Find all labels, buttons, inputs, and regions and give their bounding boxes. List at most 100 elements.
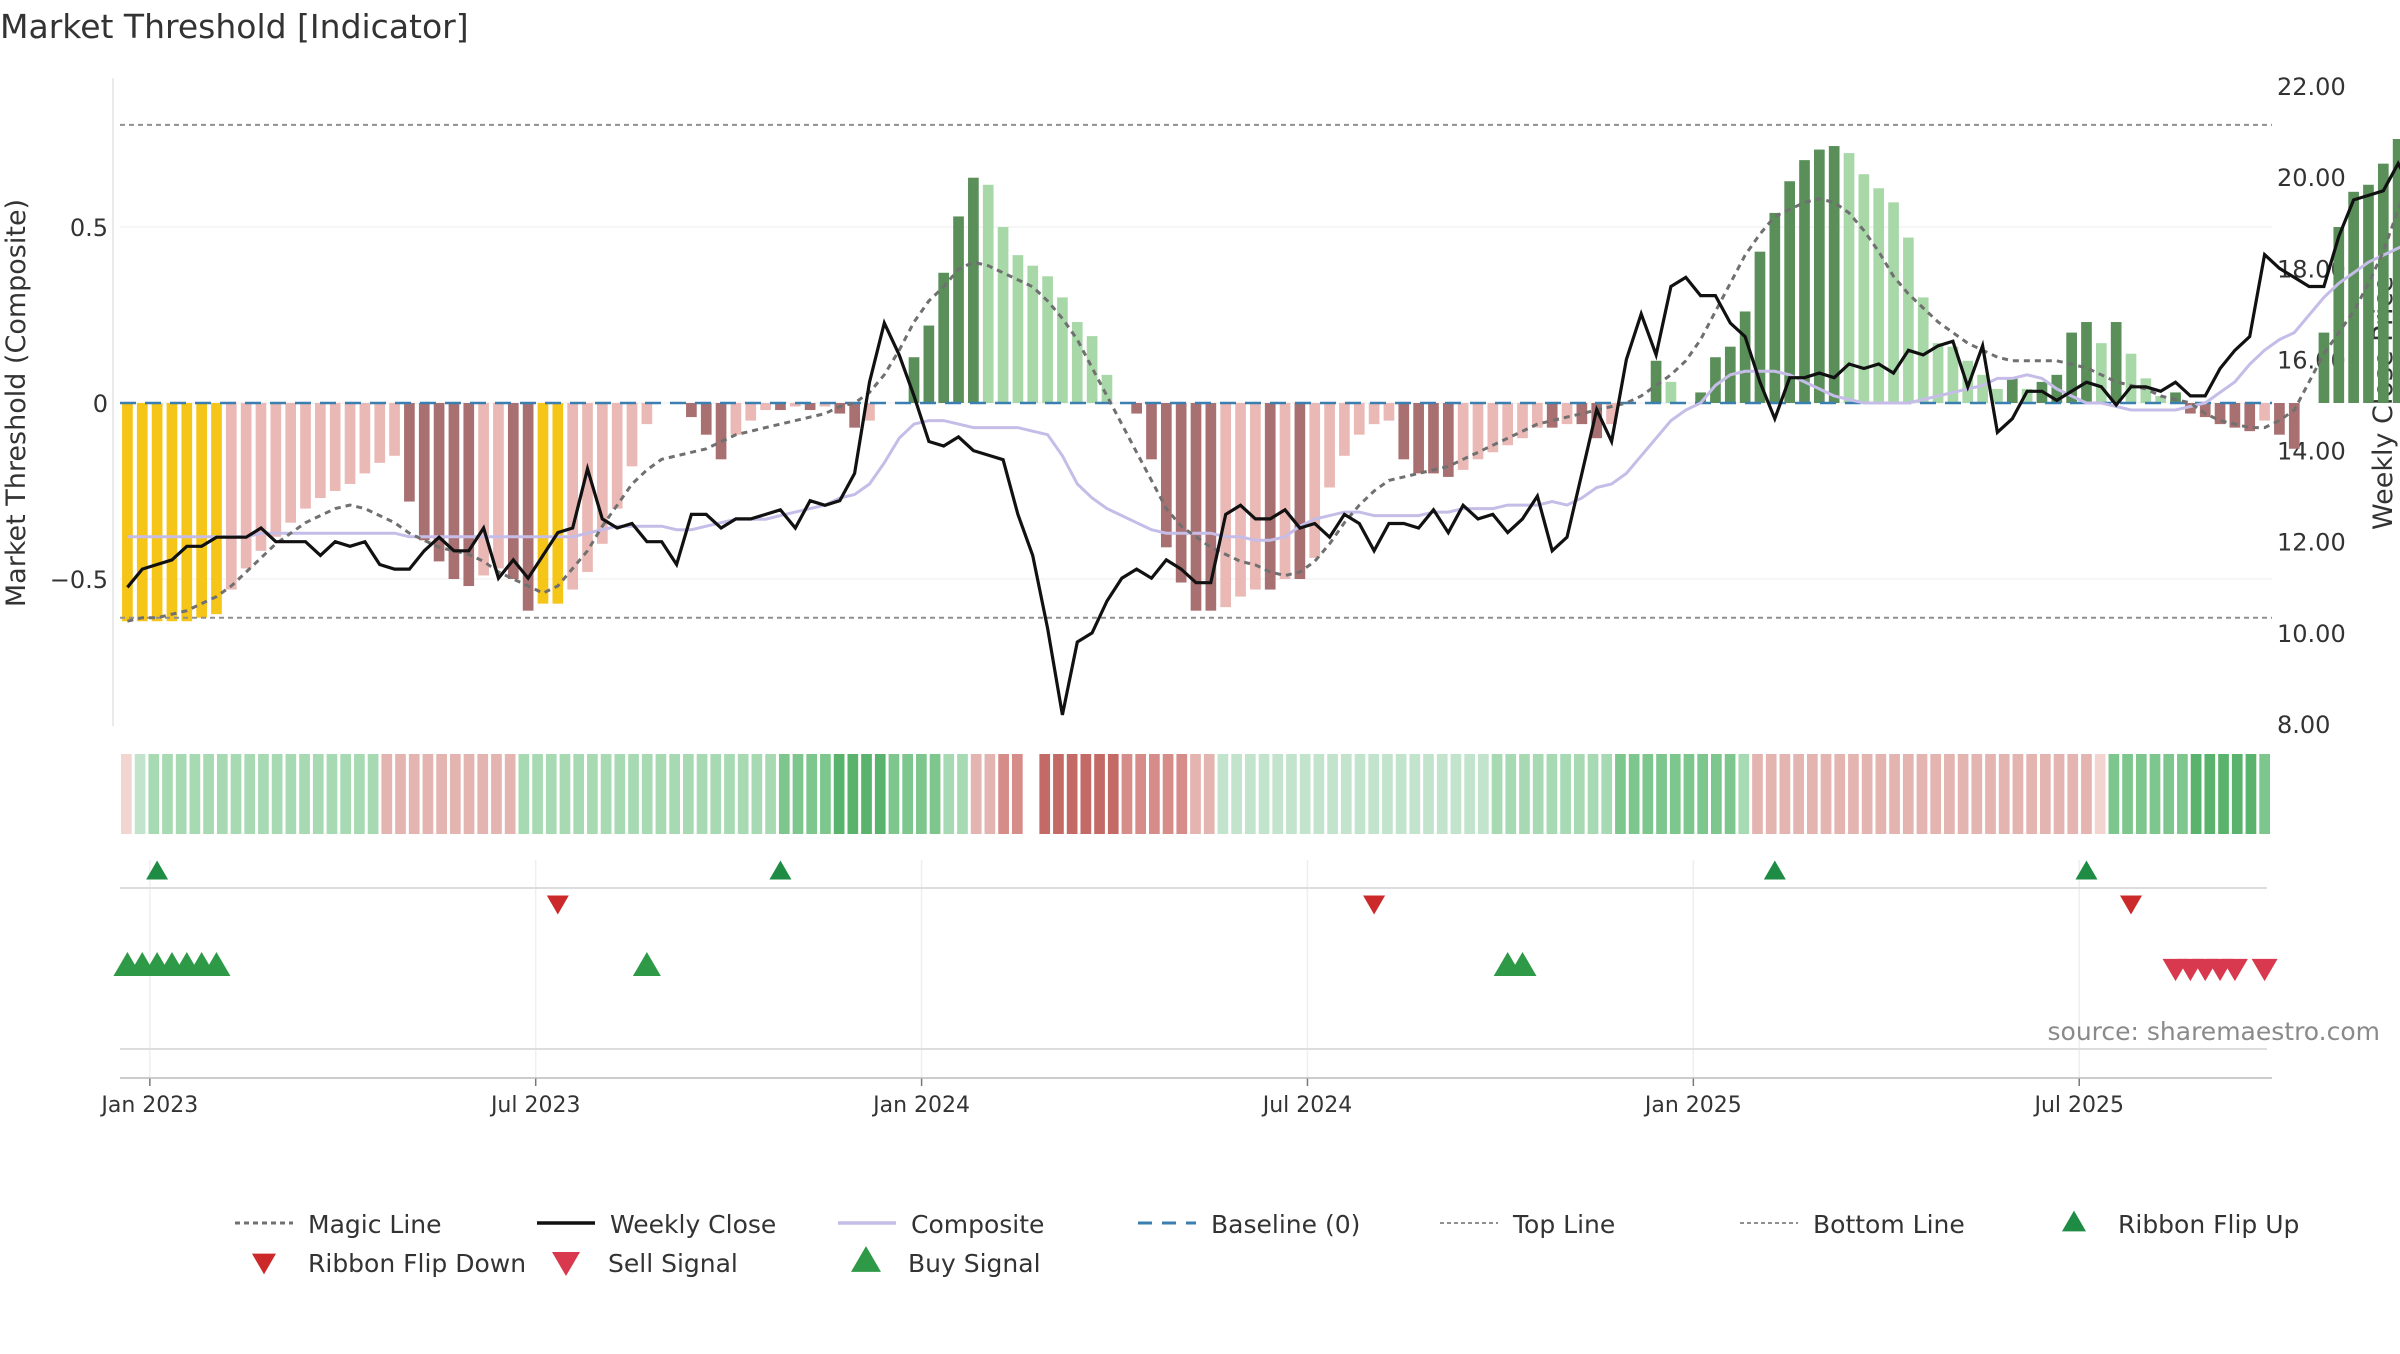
composite-bar xyxy=(2199,403,2211,418)
composite-bar xyxy=(1858,174,1870,403)
ribbon-tile xyxy=(587,754,598,834)
ribbon-tile xyxy=(2204,754,2216,834)
composite-bar xyxy=(463,403,475,587)
ribbon-tile xyxy=(1107,754,1119,834)
ribbon-tile xyxy=(312,754,324,834)
composite-bar xyxy=(211,403,222,615)
ribbon-tile xyxy=(491,754,502,834)
ribbon-tile xyxy=(1258,754,1270,834)
composite-bar xyxy=(730,403,742,435)
composite-bar xyxy=(1472,403,1484,460)
ribbon-tile xyxy=(1711,754,1722,834)
composite-bar xyxy=(760,403,771,411)
ribbon-tile xyxy=(682,754,694,834)
legend-item: Baseline (0) xyxy=(1138,1210,1360,1239)
ribbon-tile xyxy=(943,754,955,834)
legend-swatch xyxy=(2062,1210,2086,1232)
composite-bar xyxy=(1695,392,1706,403)
ribbon-tile xyxy=(1436,754,1448,834)
ribbon-tile xyxy=(970,754,982,834)
ribbon-tile xyxy=(1930,754,1942,834)
ribbon-tile xyxy=(326,754,338,834)
ribbon-tile xyxy=(1683,754,1695,834)
legend-item: Bottom Line xyxy=(1740,1210,1965,1239)
ribbon-tile xyxy=(258,754,269,834)
ribbon-tile xyxy=(1628,754,1640,834)
composite-bar xyxy=(953,216,964,403)
composite-bar xyxy=(2095,343,2107,403)
ribbon-tile xyxy=(2245,754,2257,834)
x-tick-label: Jan 2025 xyxy=(1643,1093,1742,1118)
composite-bar xyxy=(1294,403,1306,579)
composite-bar xyxy=(478,403,489,576)
y-left-tick-label: −0.5 xyxy=(50,566,108,594)
composite-bar xyxy=(2377,163,2389,403)
composite-bar xyxy=(1353,403,1365,435)
composite-bar xyxy=(255,403,267,551)
composite-bar xyxy=(1665,381,1677,403)
ribbon-tile xyxy=(614,754,626,834)
ribbon-tile xyxy=(655,754,667,834)
composite-bar xyxy=(359,403,371,474)
composite-bar xyxy=(1799,160,1810,403)
x-tick-label: Jul 2025 xyxy=(2032,1093,2124,1118)
y-left-tick-label: 0 xyxy=(93,390,108,418)
composite-bar xyxy=(775,403,786,411)
sell-signal-marker xyxy=(2221,958,2248,982)
composite-bar xyxy=(2185,403,2196,414)
ribbon-tile xyxy=(1464,754,1475,834)
ribbon-tile xyxy=(1053,754,1064,834)
ribbon-tile xyxy=(778,754,790,834)
y-right-tick-label: 10.00 xyxy=(2277,620,2346,648)
ribbon-flip-down-marker xyxy=(2120,895,2143,915)
composite-bar xyxy=(1309,403,1321,558)
ribbon-tile xyxy=(1889,754,1900,834)
ribbon-tile xyxy=(1313,754,1325,834)
ribbon-tile xyxy=(449,754,461,834)
ribbon-tile xyxy=(1190,754,1201,834)
composite-bar xyxy=(1442,403,1454,477)
ribbon-tile xyxy=(299,754,310,834)
y-right-tick-label: 20.00 xyxy=(2277,164,2346,192)
ribbon-tile xyxy=(2026,754,2037,834)
ribbon-tile xyxy=(696,754,708,834)
ribbon-tile xyxy=(765,754,776,834)
composite-bar xyxy=(641,403,653,425)
ribbon-tile xyxy=(1875,754,1887,834)
composite-bar xyxy=(2066,332,2077,403)
ribbon-tile xyxy=(532,754,543,834)
sell-signal-marker xyxy=(2251,958,2278,982)
composite-bar xyxy=(1502,403,1514,446)
composite-bar xyxy=(1710,357,1721,403)
composite-bar xyxy=(329,403,341,491)
composite-bar xyxy=(2140,378,2152,403)
composite-bar xyxy=(715,403,727,460)
ribbon-tile xyxy=(751,754,763,834)
composite-bar xyxy=(1428,403,1439,474)
composite-bar xyxy=(2392,139,2400,403)
ribbon-tile xyxy=(984,754,996,834)
composite-bar xyxy=(2006,378,2018,403)
composite-bar xyxy=(1606,403,1617,425)
ribbon-tile xyxy=(1450,754,1462,834)
ribbon-tile xyxy=(175,754,187,834)
ribbon-tile xyxy=(2218,754,2229,834)
legend-item: Top Line xyxy=(1440,1210,1615,1239)
ribbon-tile xyxy=(463,754,475,834)
ribbon-tile xyxy=(1765,754,1777,834)
composite-bar xyxy=(1992,388,2003,403)
composite-bar xyxy=(433,403,445,562)
composite-bar xyxy=(537,403,549,604)
composite-bar xyxy=(1888,202,1899,403)
ribbon-tile xyxy=(1340,754,1352,834)
composite-bar xyxy=(285,403,297,523)
x-tick-label: Jul 2023 xyxy=(489,1093,581,1118)
ribbon-tile xyxy=(1231,754,1242,834)
composite-bar xyxy=(2288,403,2300,449)
composite-bar xyxy=(1546,403,1558,428)
composite-bar xyxy=(1175,403,1187,583)
composite-bar xyxy=(1739,311,1751,403)
ribbon-tile xyxy=(1423,754,1434,834)
composite-bar xyxy=(2021,388,2033,403)
composite-bar xyxy=(745,403,757,421)
